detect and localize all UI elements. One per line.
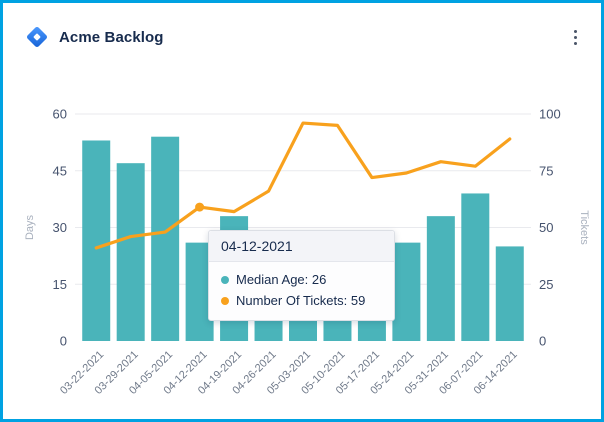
right-axis-tick: 25 (539, 277, 553, 292)
left-axis-title: Days (24, 214, 36, 240)
page-title: Acme Backlog (59, 28, 164, 46)
right-axis-tick: 0 (539, 334, 546, 349)
chart-tooltip: 04-12-2021 Median Age: 26 Number Of Tick… (208, 230, 395, 321)
left-axis-tick: 30 (53, 220, 67, 235)
kebab-dot (573, 29, 577, 33)
bar-05-31-2021[interactable] (426, 216, 455, 341)
left-axis-tick: 15 (53, 277, 67, 292)
highlighted-point-04-12-2021[interactable] (195, 202, 205, 212)
tooltip-item-number-of-tickets: Number Of Tickets: 59 (221, 290, 382, 311)
left-axis-tick: 60 (53, 107, 67, 122)
left-axis-tick: 0 (60, 334, 67, 349)
tooltip-body: Median Age: 26 Number Of Tickets: 59 (209, 262, 394, 320)
bar-05-24-2021[interactable] (392, 242, 421, 341)
right-axis-title: Tickets (578, 210, 590, 245)
acme-diamond-logo (27, 27, 47, 47)
right-axis-tick: 100 (539, 107, 561, 122)
tooltip-item-median-age: Median Age: 26 (221, 269, 382, 290)
bar-03-29-2021[interactable] (116, 163, 145, 341)
tooltip-date: 04-12-2021 (209, 231, 394, 262)
number-of-tickets-marker-icon (221, 296, 229, 305)
tooltip-item-text: Median Age: 26 (236, 272, 327, 287)
bar-04-05-2021[interactable] (151, 136, 180, 341)
kebab-dot (573, 35, 577, 39)
kebab-dot (573, 41, 577, 45)
bar-03-22-2021[interactable] (82, 140, 111, 341)
bar-06-07-2021[interactable] (461, 193, 490, 341)
app-header: Acme Backlog (25, 23, 585, 51)
bar-06-14-2021[interactable] (495, 246, 524, 341)
overflow-menu-button[interactable] (565, 26, 585, 48)
tickets-line[interactable] (94, 121, 512, 250)
tooltip-item-text: Number Of Tickets: 59 (236, 293, 366, 308)
right-axis-tick: 50 (539, 220, 553, 235)
median-age-marker-icon (221, 275, 229, 284)
left-axis-tick: 45 (53, 163, 67, 178)
right-axis-tick: 75 (539, 163, 553, 178)
